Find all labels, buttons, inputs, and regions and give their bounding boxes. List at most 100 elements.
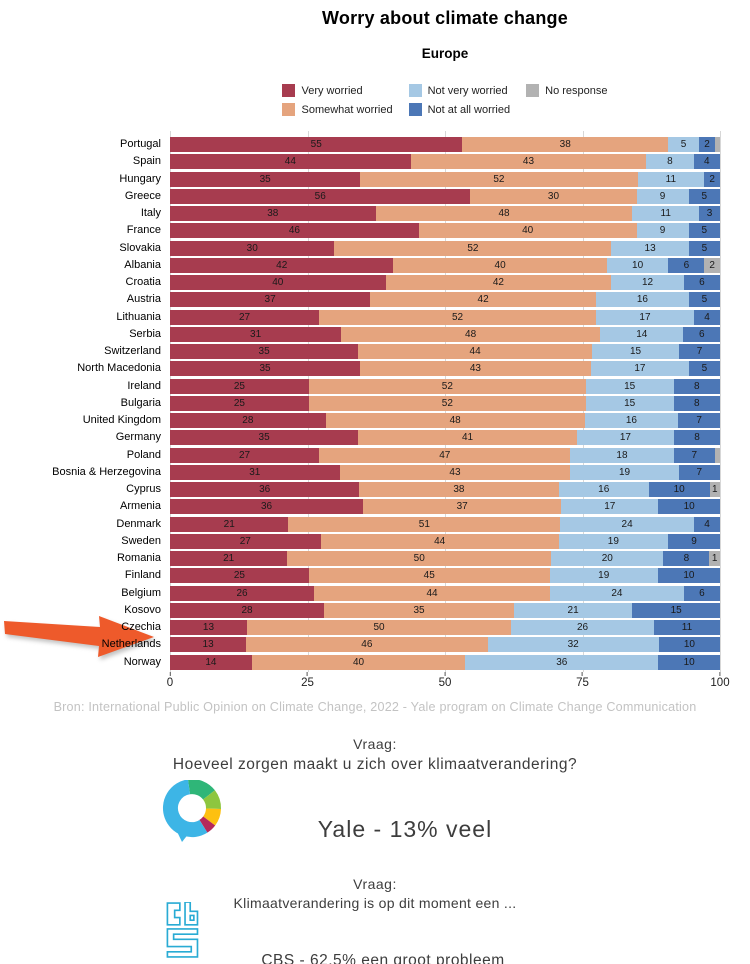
- bar-segment: 40: [393, 257, 607, 273]
- bar-value-label: 36: [556, 656, 568, 668]
- legend-label: Somewhat worried: [301, 103, 393, 116]
- bar-segment: 38: [359, 482, 559, 497]
- tick-mark: [444, 671, 446, 676]
- bar-row: Romania 21 50 20 8 1: [0, 551, 750, 566]
- bar-row: Netherlands 13 46 32 10: [0, 637, 750, 653]
- bar-value-label: 7: [696, 466, 703, 478]
- bar-segment: 52: [334, 240, 612, 256]
- stacked-bar: 37 42 16 5: [170, 292, 720, 308]
- cbs-result-text: CBS - 62,5% een groot probleem: [261, 951, 505, 964]
- bar-value-label: 44: [469, 346, 481, 357]
- bar-segment: 1: [709, 551, 720, 566]
- bar-row: Norway 14 40 36 10: [0, 654, 750, 670]
- bar-value-label: 32: [567, 639, 579, 651]
- bar-segment: 56: [170, 188, 471, 204]
- bar-segment: 42: [170, 257, 394, 273]
- bar-value-label: 45: [423, 570, 435, 582]
- bar-value-label: 26: [577, 622, 589, 633]
- tick-mark: [306, 671, 308, 676]
- bar-value-label: 5: [701, 225, 708, 237]
- bar-value-label: 10: [683, 570, 695, 582]
- stacked-bar: 27 52 17 4: [170, 309, 720, 325]
- chart-header: Worry about climate change Europe Very w…: [170, 0, 720, 118]
- bar-value-label: 10: [632, 259, 644, 271]
- bar-row: Bosnia & Herzegovina 31 43 19 7: [0, 464, 750, 480]
- bar-segment: 35: [324, 602, 514, 618]
- x-axis: 0 25 50 75 100: [167, 671, 730, 693]
- bar-value-label: 52: [493, 173, 505, 185]
- bar-value-label: 35: [258, 432, 270, 444]
- stacked-bar: 36 38 16 10 1: [170, 482, 721, 497]
- bar-value-label: 13: [644, 242, 656, 254]
- bar-value-label: 30: [246, 242, 258, 254]
- bar-segment: 10: [648, 482, 710, 497]
- bar-row: Armenia 36 37 17 10: [0, 499, 750, 515]
- bar-value-label: 27: [238, 449, 251, 461]
- bar-segment: 35: [170, 171, 361, 187]
- bar-value-label: 38: [267, 208, 279, 219]
- bar-value-label: 40: [522, 225, 534, 237]
- bar-value-label: 56: [314, 190, 326, 202]
- tick-mark: [581, 671, 583, 676]
- bar-value-label: 8: [683, 553, 690, 564]
- bar-value-label: 47: [439, 449, 451, 461]
- legend-swatch-icon: [408, 103, 422, 116]
- bar-segment: 7: [673, 447, 715, 463]
- bar-value-label: 18: [616, 449, 628, 461]
- bar-segment: 36: [170, 499, 364, 515]
- stacked-bar: 35 44 15 7: [170, 344, 720, 359]
- bar-value-label: 46: [288, 225, 300, 237]
- legend-item: Not at all worried: [408, 101, 510, 118]
- bar-segment: 16: [595, 292, 689, 308]
- bar-value-label: 17: [639, 311, 651, 323]
- chart-area: Portugal 55 38 5 2 Spain 44 43 8 4 Hungary 35 52 11 2 G…: [0, 131, 750, 693]
- bar-segment: 25: [170, 568, 309, 584]
- bar-row: Austria 37 42 16 5: [0, 292, 750, 308]
- bar-segment: 31: [170, 326, 342, 342]
- bar-segment: 9: [636, 188, 689, 204]
- bar-value-label: 2: [709, 173, 715, 185]
- bar-value-label: 50: [373, 622, 385, 633]
- stacked-bar: 36 37 17 10: [170, 499, 720, 515]
- bar-segment: 6: [683, 275, 720, 290]
- bar-segment: 18: [570, 447, 674, 463]
- bar-value-label: 9: [659, 225, 666, 237]
- bar-value-label: 52: [467, 242, 479, 254]
- bar-segment: 15: [585, 395, 674, 411]
- bar-segment: 5: [688, 361, 720, 377]
- bar-segment: 13: [170, 620, 247, 635]
- bar-segment: 25: [170, 395, 309, 411]
- chart-title: Worry about climate change: [322, 8, 568, 28]
- bar-value-label: 8: [667, 156, 673, 168]
- bar-segment: 20: [551, 551, 664, 566]
- bar-value-label: 50: [413, 553, 425, 564]
- stacked-bar: 13 50 26 11: [170, 620, 721, 635]
- bar-value-label: 10: [683, 501, 695, 513]
- bar-value-label: 4: [704, 156, 710, 168]
- bar-segment: 6: [683, 326, 720, 342]
- yale-program-logo-icon: [162, 780, 221, 842]
- x-axis-tick: 100: [710, 671, 730, 689]
- bar-value-label: 10: [683, 656, 695, 668]
- bar-value-label: 27: [238, 311, 251, 323]
- bar-segment: 7: [678, 413, 720, 428]
- country-label: Lithuania: [116, 310, 161, 323]
- bar-value-label: 13: [202, 639, 214, 651]
- legend-item: No response: [526, 82, 608, 99]
- bar-value-label: 28: [242, 415, 254, 426]
- country-label: Romania: [116, 552, 161, 564]
- bar-value-label: 21: [223, 553, 235, 564]
- bar-row: Czechia 13 50 26 11: [0, 620, 750, 635]
- bar-row: Poland 27 47 18 7: [0, 447, 750, 463]
- bar-segment: 9: [667, 533, 720, 549]
- bar-segment: [714, 447, 720, 463]
- bar-row: Switzerland 35 44 15 7: [0, 344, 750, 359]
- country-label: North Macedonia: [77, 362, 161, 375]
- stacked-bar: 25 52 15 8: [170, 395, 720, 411]
- bar-segment: 47: [319, 447, 571, 463]
- bar-segment: 50: [246, 620, 512, 635]
- country-label: Armenia: [120, 500, 161, 513]
- x-axis-tick: 50: [439, 671, 451, 689]
- bar-segment: 8: [646, 154, 694, 170]
- bar-value-label: 24: [611, 587, 623, 599]
